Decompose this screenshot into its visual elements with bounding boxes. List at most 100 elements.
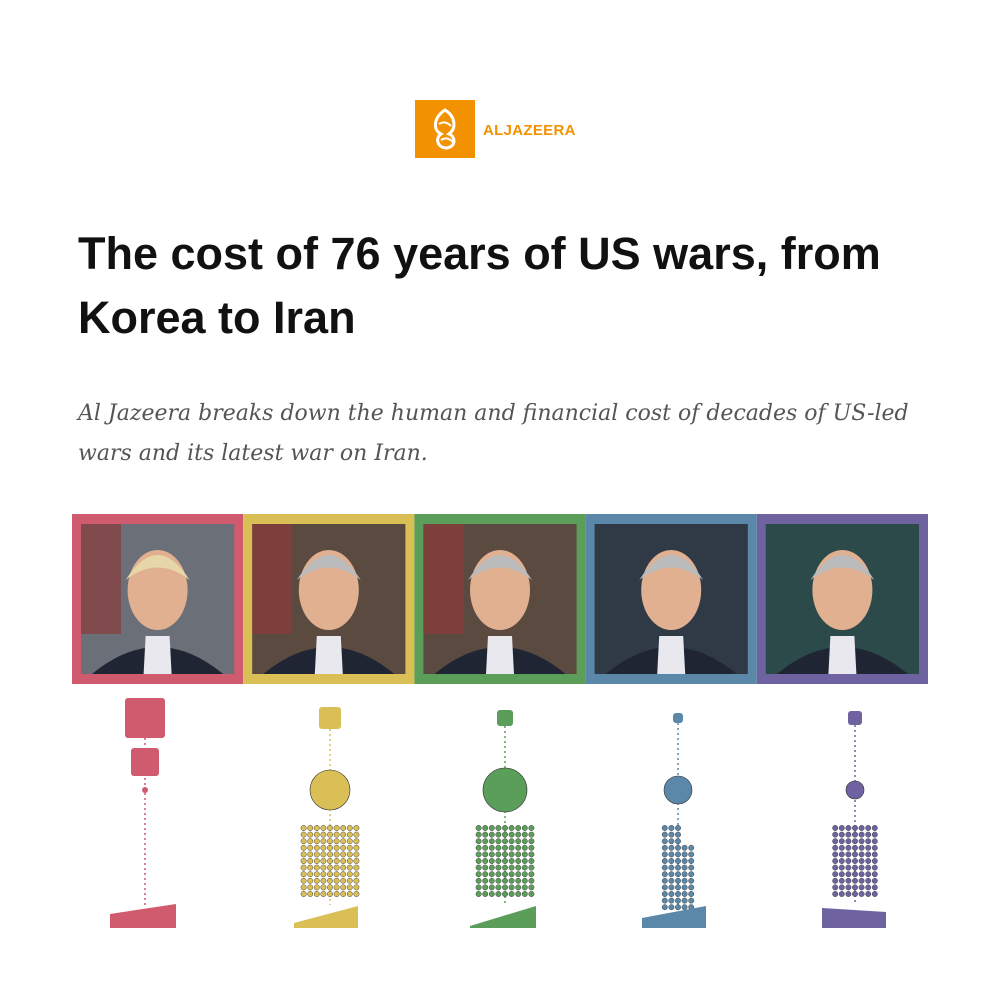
grid-dot <box>845 825 852 831</box>
grid-dot <box>502 838 508 845</box>
grid-dot <box>346 844 353 851</box>
grid-dot <box>495 844 502 851</box>
grid-dot <box>475 877 482 884</box>
grid-dot <box>327 858 333 864</box>
grid-dot <box>333 831 340 838</box>
grid-dot <box>300 838 307 845</box>
grid-dot <box>832 858 839 864</box>
grid-dot <box>488 851 495 858</box>
grid-dot <box>313 864 320 871</box>
grid-dot <box>300 877 307 884</box>
grid-dot <box>871 884 878 891</box>
grid-dot <box>838 851 845 858</box>
grid-dot <box>300 844 307 851</box>
marker-circle <box>845 780 865 800</box>
grid-dot <box>502 851 508 858</box>
marker-square <box>497 710 513 726</box>
grid-dot <box>845 858 852 864</box>
grid-dot <box>488 884 495 891</box>
grid-dot <box>865 825 872 831</box>
marker-circle <box>482 767 528 813</box>
grid-dot <box>528 851 535 858</box>
grid-dot <box>668 904 675 911</box>
grid-dot <box>668 851 675 858</box>
grid-dot <box>353 858 360 864</box>
grid-dot <box>320 884 327 891</box>
grid-dot <box>521 858 528 864</box>
grid-dot <box>681 891 688 897</box>
grid-dot <box>845 831 852 838</box>
grid-dot <box>858 851 865 858</box>
grid-dot <box>871 844 878 851</box>
grid-dot <box>508 864 515 871</box>
grid-dot <box>521 877 528 884</box>
grid-dot <box>871 877 878 884</box>
grid-dot <box>528 871 535 878</box>
grid-dot <box>845 871 852 878</box>
grid-dot <box>528 877 535 884</box>
grid-dot <box>346 851 353 858</box>
grid-dot <box>852 884 858 891</box>
grid-dot <box>832 844 839 851</box>
grid-dot <box>688 891 695 897</box>
grid-dot <box>482 858 489 864</box>
grid-dot <box>495 851 502 858</box>
grid-dot <box>333 871 340 878</box>
grid-dot <box>353 877 360 884</box>
grid-dot <box>521 851 528 858</box>
grid-dot <box>313 825 320 831</box>
grid-dot <box>668 884 675 891</box>
grid-dot <box>528 844 535 851</box>
grid-dot <box>668 825 675 831</box>
grid-dot <box>858 844 865 851</box>
base-trapezoid <box>470 906 536 928</box>
grid-dot <box>521 884 528 891</box>
grid-dot <box>871 864 878 871</box>
grid-dot <box>668 877 675 884</box>
grid-dot <box>675 838 681 845</box>
grid-dot <box>675 851 681 858</box>
grid-dot <box>333 864 340 871</box>
grid-dot <box>528 884 535 891</box>
grid-dot <box>482 891 489 897</box>
grid-dot <box>353 864 360 871</box>
grid-dot <box>320 871 327 878</box>
grid-dot <box>661 864 668 871</box>
grid-dot <box>475 825 482 831</box>
grid-dot <box>502 884 508 891</box>
grid-dot <box>327 844 333 851</box>
grid-dot <box>688 844 695 851</box>
grid-dot <box>661 831 668 838</box>
grid-dot <box>482 884 489 891</box>
portrait-hair <box>810 555 875 580</box>
grid-dot <box>300 825 307 831</box>
grid-dot <box>482 831 489 838</box>
grid-dot <box>871 891 878 897</box>
grid-dot <box>488 871 495 878</box>
grid-dot <box>495 884 502 891</box>
grid-dot <box>515 864 522 871</box>
base-trapezoid <box>294 906 358 928</box>
grid-dot <box>668 891 675 897</box>
grid-dot <box>688 897 695 904</box>
grid-dot <box>340 825 347 831</box>
grid-dot <box>488 864 495 871</box>
grid-dot <box>681 897 688 904</box>
grid-dot <box>353 871 360 878</box>
marker-square <box>319 707 341 729</box>
grid-dot <box>346 884 353 891</box>
grid-dot <box>668 897 675 904</box>
grid-dot <box>865 858 872 864</box>
grid-dot <box>852 891 858 897</box>
grid-dot <box>668 858 675 864</box>
grid-dot <box>521 891 528 897</box>
grid-dot <box>838 891 845 897</box>
grid-dot <box>320 858 327 864</box>
grid-dot <box>865 884 872 891</box>
grid-dot <box>340 864 347 871</box>
grid-dot <box>871 825 878 831</box>
grid-dot <box>488 877 495 884</box>
grid-dot <box>313 884 320 891</box>
grid-dot <box>688 851 695 858</box>
grid-dot <box>515 831 522 838</box>
